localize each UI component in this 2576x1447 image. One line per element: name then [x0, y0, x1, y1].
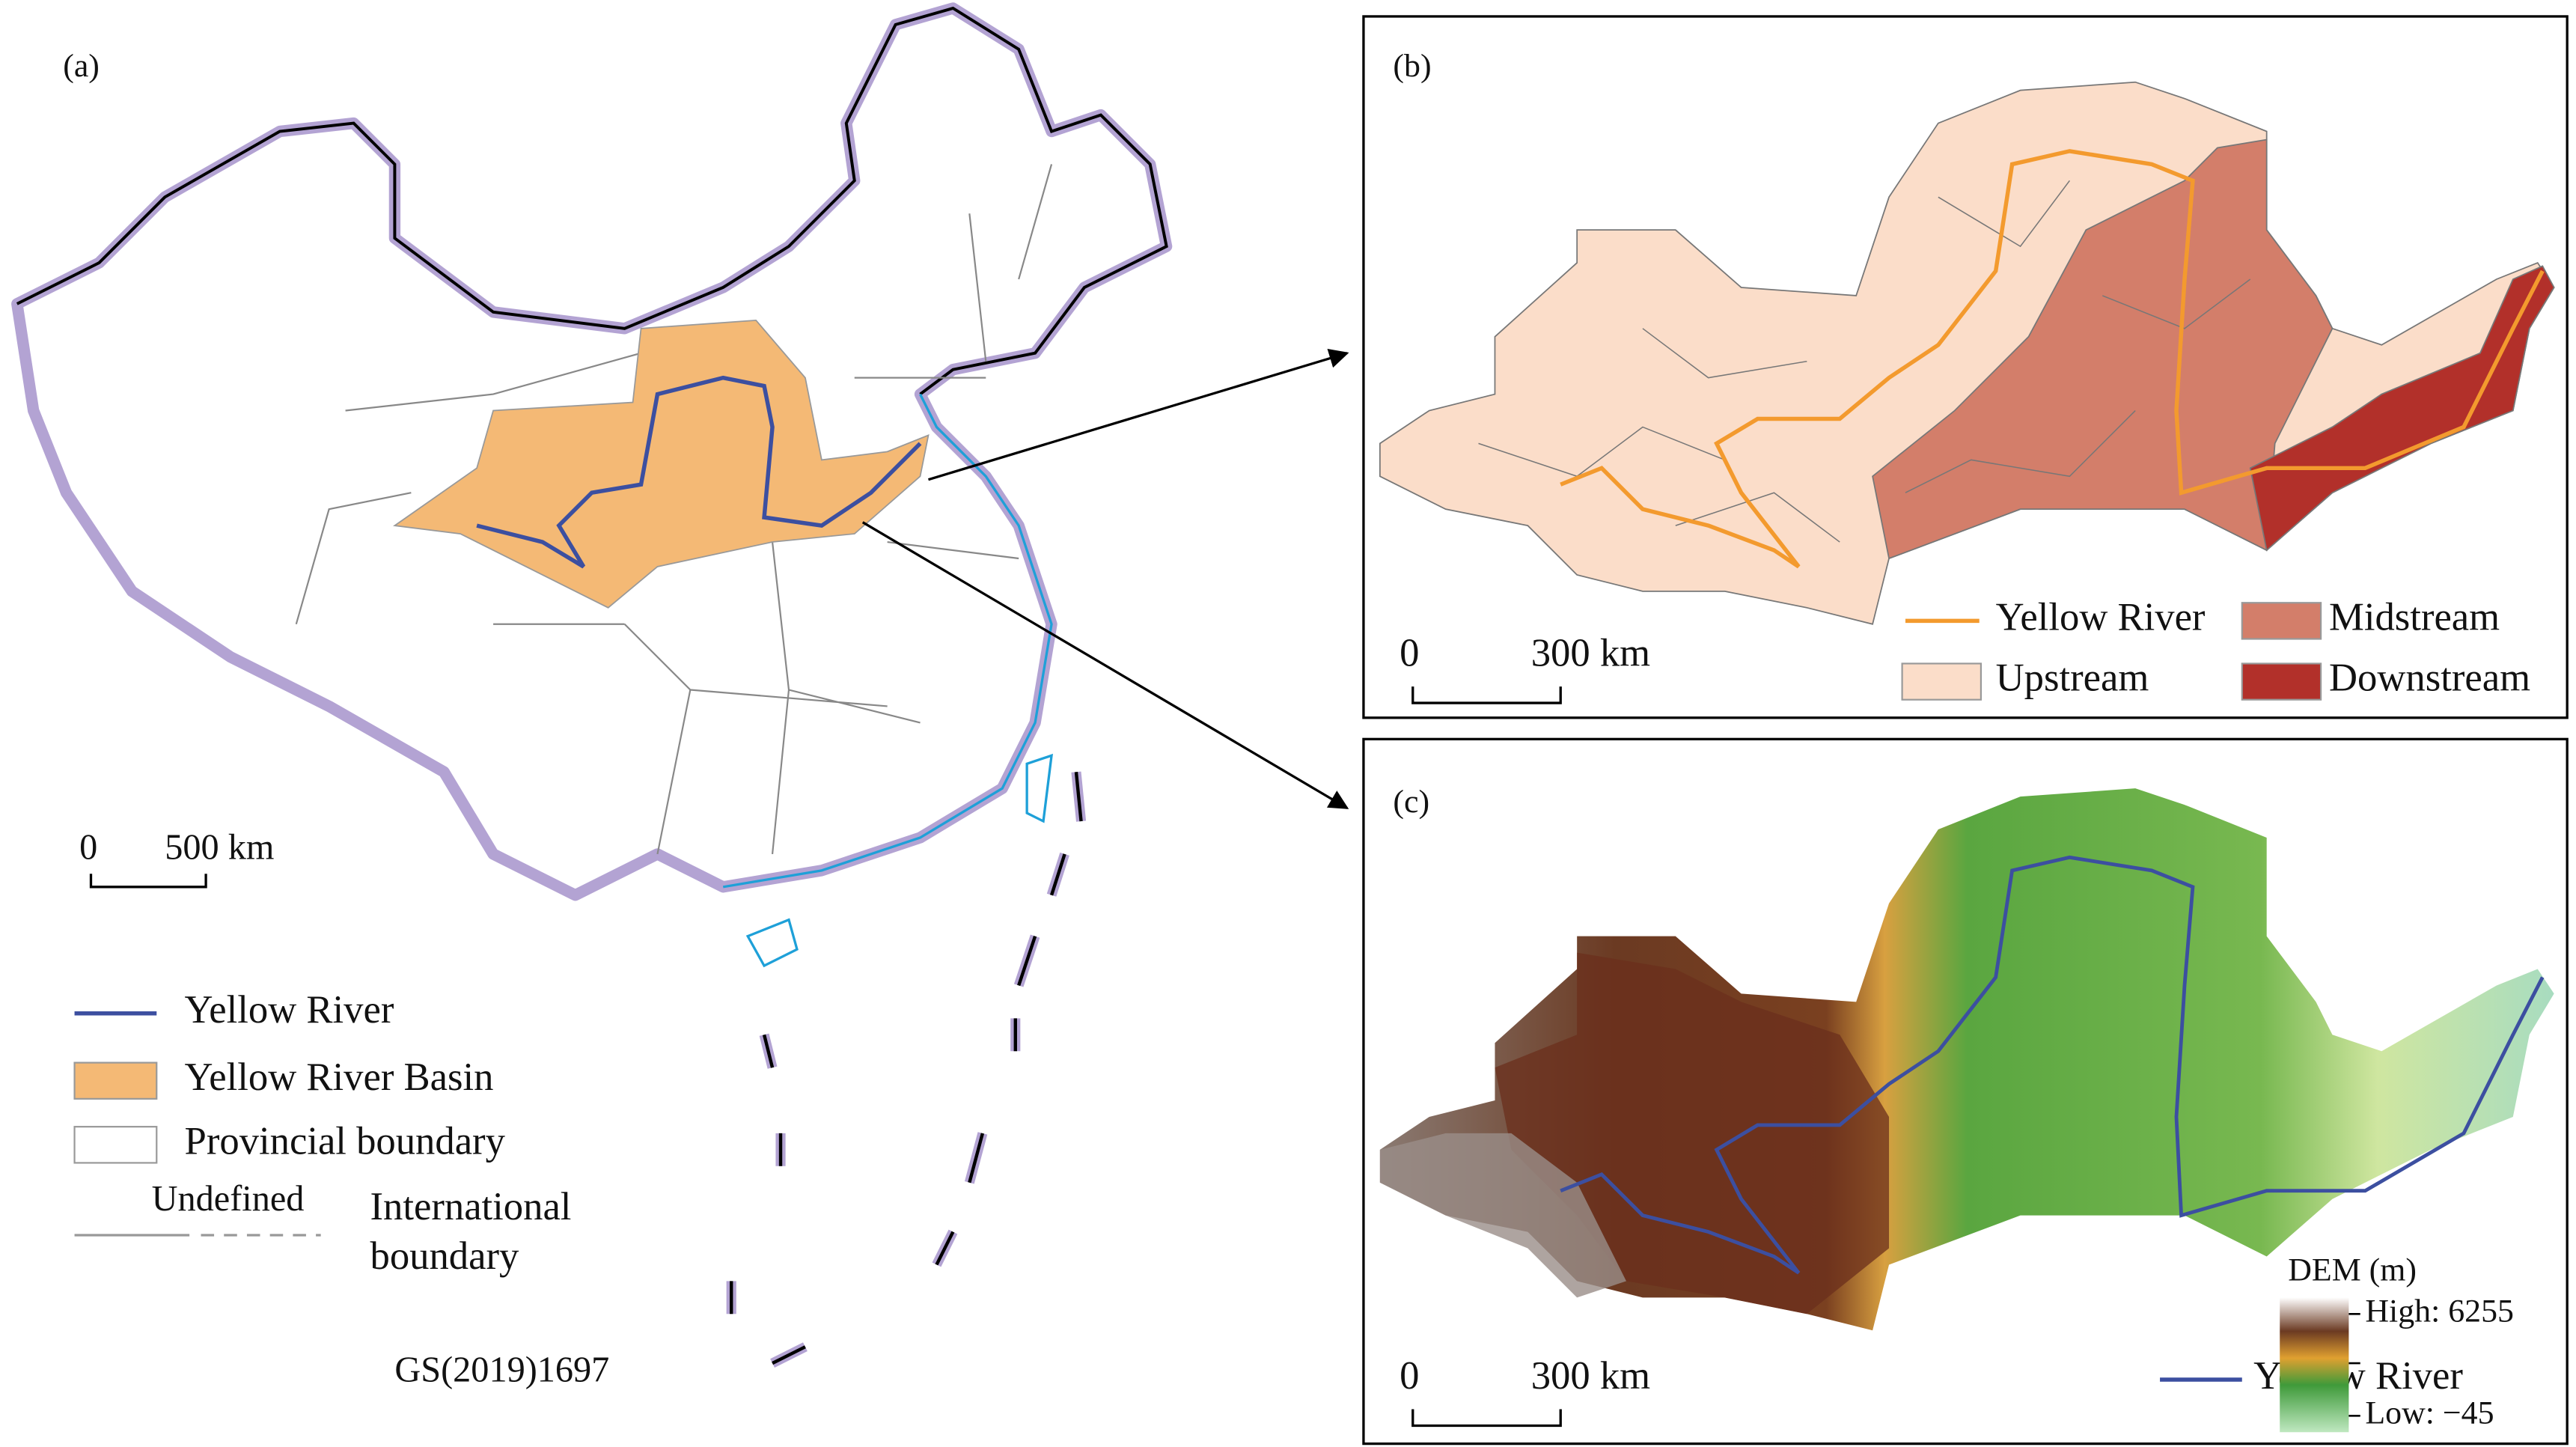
scale-start: 0	[1400, 632, 1419, 675]
china-outline-inner	[16, 6, 1168, 396]
legend-midstream-swatch	[2241, 602, 2322, 640]
ramp-ticks	[2348, 1312, 2360, 1417]
legend-upstream-swatch	[1901, 662, 1983, 701]
scale-end: 300 km	[1531, 632, 1650, 675]
legend-label: boundary	[370, 1234, 519, 1278]
map-number: GS(2019)1697	[394, 1350, 609, 1389]
provincial-boundaries	[295, 164, 1053, 855]
ramp-high-label: High: 6255	[2365, 1293, 2514, 1329]
legend-label: Yellow River Basin	[185, 1055, 494, 1099]
legend-label: Yellow River	[1996, 595, 2206, 639]
dem-color-ramp	[2280, 1297, 2349, 1433]
panel-c: (c) 0 300 km Yellow River DEM (m) High: …	[1362, 737, 2569, 1446]
legend-label: Upstream	[1996, 657, 2149, 700]
scale-bar	[1411, 686, 1562, 704]
plateau-region	[1379, 1133, 1626, 1298]
arrow	[861, 521, 1349, 809]
river-line	[1560, 149, 2545, 569]
island	[745, 753, 1054, 968]
downstream-region	[2249, 265, 2555, 552]
panel-label: (c)	[1393, 784, 1429, 820]
basin-area	[393, 319, 930, 609]
legend-title: DEM (m)	[2288, 1252, 2417, 1288]
legend-basin-swatch	[73, 1061, 158, 1100]
ramp-low-label: Low: −45	[2365, 1395, 2494, 1431]
legend-label: Downstream	[2329, 657, 2530, 700]
coastline	[722, 393, 1053, 889]
legend-label: International	[370, 1185, 571, 1228]
panel-b: (b) 0 300 km Yellow River Midstream Upst…	[1362, 15, 2569, 719]
county-boundaries	[1478, 180, 2251, 543]
panel-label: (b)	[1393, 48, 1431, 84]
scale-start: 0	[79, 828, 97, 868]
legend-label: Midstream	[2329, 595, 2500, 639]
nine-dash-line-core	[730, 772, 1083, 1365]
legend-label: Yellow River	[185, 988, 394, 1032]
scale-bar	[89, 874, 207, 889]
legend-province-swatch	[73, 1126, 158, 1164]
scale-bar	[1411, 1409, 1562, 1428]
arrow	[928, 348, 1349, 481]
scale-end: 300 km	[1531, 1354, 1650, 1398]
panel-a: (a) 0 500 km Yellow River Yellow River B…	[11, 2, 1349, 1389]
scale-end: 500 km	[165, 828, 274, 868]
river-line	[476, 375, 922, 569]
midstream-region	[1872, 138, 2334, 560]
panel-label: (a)	[63, 48, 100, 84]
scale-start: 0	[1400, 1354, 1419, 1398]
river-line	[1560, 855, 2545, 1275]
legend-label: Undefined	[152, 1179, 305, 1219]
legend-downstream-swatch	[2241, 662, 2322, 701]
legend-label: Provincial boundary	[185, 1119, 506, 1163]
